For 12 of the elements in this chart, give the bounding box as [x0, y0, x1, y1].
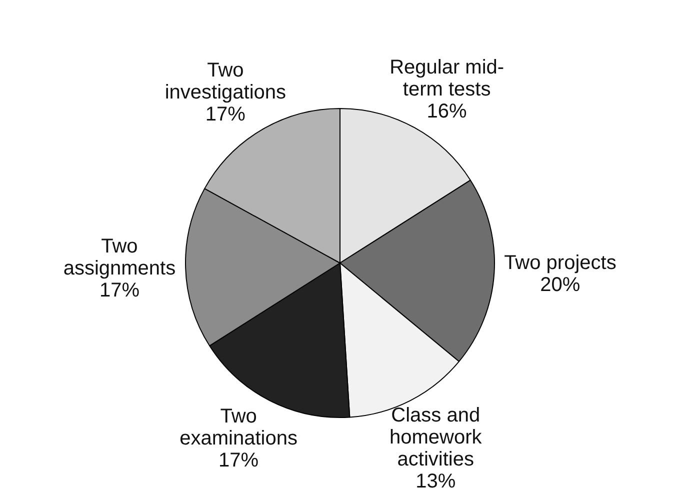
data-label: 17%: [99, 280, 140, 302]
data-label: 17%: [218, 449, 259, 472]
data-label: 13%: [416, 470, 456, 492]
data-label: 20%: [540, 274, 580, 296]
slice-label: Two projects: [504, 252, 616, 274]
slice-label: Regular mid-term tests: [390, 56, 504, 100]
slice-label: Two investigations: [164, 60, 286, 104]
slice-label: Class and homework activities: [389, 404, 483, 470]
slice-label: Two examinations: [180, 405, 298, 450]
data-label: 17%: [205, 104, 246, 126]
data-label: 16%: [426, 100, 468, 122]
slice-label: Two assignments: [63, 236, 176, 280]
